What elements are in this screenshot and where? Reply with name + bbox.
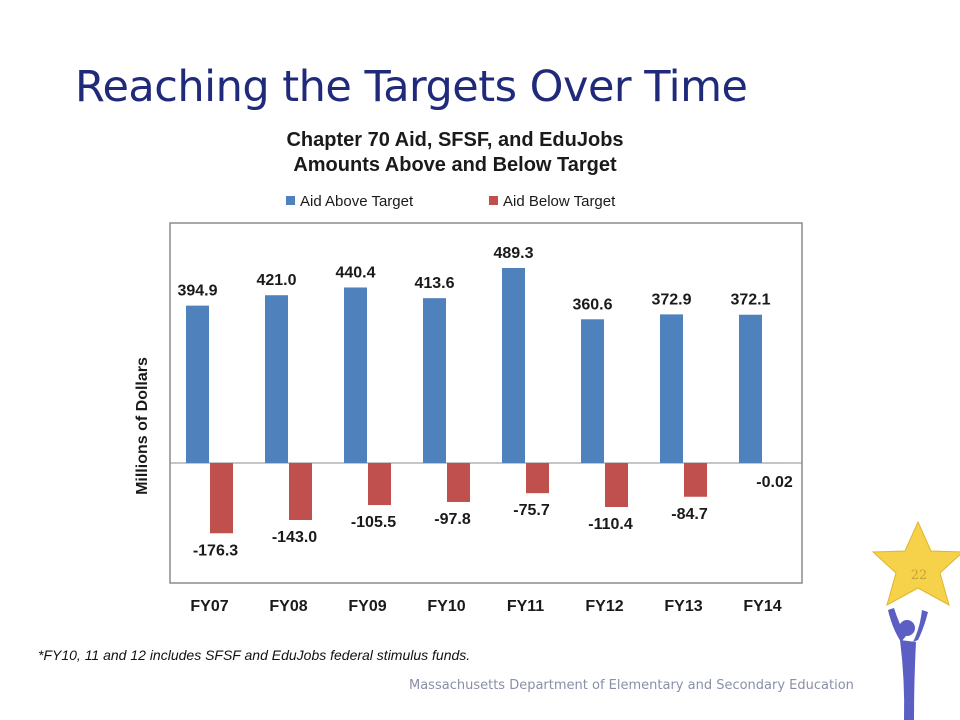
data-label-above-fy10: 413.6 (414, 275, 454, 292)
bar-below-fy13 (684, 463, 707, 497)
x-tick-label-fy13: FY13 (664, 598, 702, 615)
star-icon (871, 520, 960, 607)
bar-above-fy12 (581, 319, 604, 463)
data-label-above-fy07: 394.9 (177, 283, 217, 300)
bar-above-fy08 (265, 295, 288, 463)
bar-below-fy08 (289, 463, 312, 520)
x-tick-label-fy08: FY08 (269, 598, 307, 615)
x-tick-label-fy10: FY10 (427, 598, 465, 615)
data-label-above-fy12: 360.6 (572, 296, 612, 313)
page-number: 22 (910, 568, 928, 583)
data-label-above-fy08: 421.0 (256, 272, 296, 289)
data-label-above-fy11: 489.3 (493, 245, 533, 262)
x-tick-labels-group: FY07 FY08 FY09 FY10 FY11 FY12 FY13 FY14 (190, 598, 781, 615)
legend-item-above: Aid Above Target (286, 193, 413, 210)
chart-title: Chapter 70 Aid, SFSF, and EduJobs Amount… (210, 128, 700, 178)
data-label-below-fy08: -143.0 (272, 529, 317, 546)
data-label-above-fy13: 372.9 (651, 291, 691, 308)
star-figure-logo (871, 520, 960, 720)
chart-title-line-1: Chapter 70 Aid, SFSF, and EduJobs (286, 129, 624, 151)
legend-label-above: Aid Above Target (300, 193, 414, 210)
data-label-below-fy11: -75.7 (513, 502, 550, 519)
bar-below-fy11 (526, 463, 549, 494)
bar-above-fy11 (502, 268, 525, 463)
bar-below-fy07 (210, 463, 233, 534)
data-label-below-fy12: -110.4 (588, 516, 633, 533)
bar-above-fy14 (739, 314, 762, 463)
bar-above-fy13 (660, 314, 683, 463)
x-tick-label-fy07: FY07 (190, 598, 228, 615)
data-label-below-fy07: -176.3 (193, 542, 238, 559)
x-tick-label-fy09: FY09 (348, 598, 386, 615)
data-labels-group: 394.9 -176.3 421.0 -143.0 440.4 -105.5 413.6 -9… (177, 245, 792, 559)
x-tick-label-fy11: FY11 (507, 598, 544, 615)
data-label-below-fy09: -105.5 (351, 514, 396, 531)
footnote: *FY10, 11 and 12 includes SFSF and EduJo… (38, 647, 471, 663)
legend-label-below: Aid Below Target (503, 193, 616, 210)
legend-swatch-above (286, 196, 295, 205)
plot-area-frame (169, 222, 803, 584)
x-tick-label-fy12: FY12 (585, 598, 623, 615)
bar-below-fy10 (447, 463, 470, 502)
bar-below-fy12 (605, 463, 628, 507)
legend-swatch-below (489, 196, 498, 205)
bar-above-fy10 (423, 298, 446, 463)
bars-group (170, 268, 802, 534)
data-label-below-fy13: -84.7 (671, 506, 708, 523)
person-figure-icon (888, 608, 928, 720)
data-label-above-fy09: 440.4 (335, 264, 375, 281)
slide-title: Reaching the Targets Over Time (75, 62, 748, 112)
bar-below-fy09 (368, 463, 391, 506)
y-axis-label: Millions of Dollars (134, 357, 151, 495)
footer-organization: Massachusetts Department of Elementary a… (409, 678, 854, 693)
data-label-below-fy10: -97.8 (434, 511, 471, 528)
bar-above-fy09 (344, 287, 367, 463)
x-tick-label-fy14: FY14 (743, 598, 781, 615)
chart-title-line-2: Amounts Above and Below Target (293, 154, 617, 176)
legend-item-below: Aid Below Target (489, 193, 615, 210)
data-label-below-fy14: -0.02 (756, 474, 793, 491)
bar-above-fy07 (186, 305, 209, 463)
data-label-above-fy14: 372.1 (730, 292, 770, 309)
